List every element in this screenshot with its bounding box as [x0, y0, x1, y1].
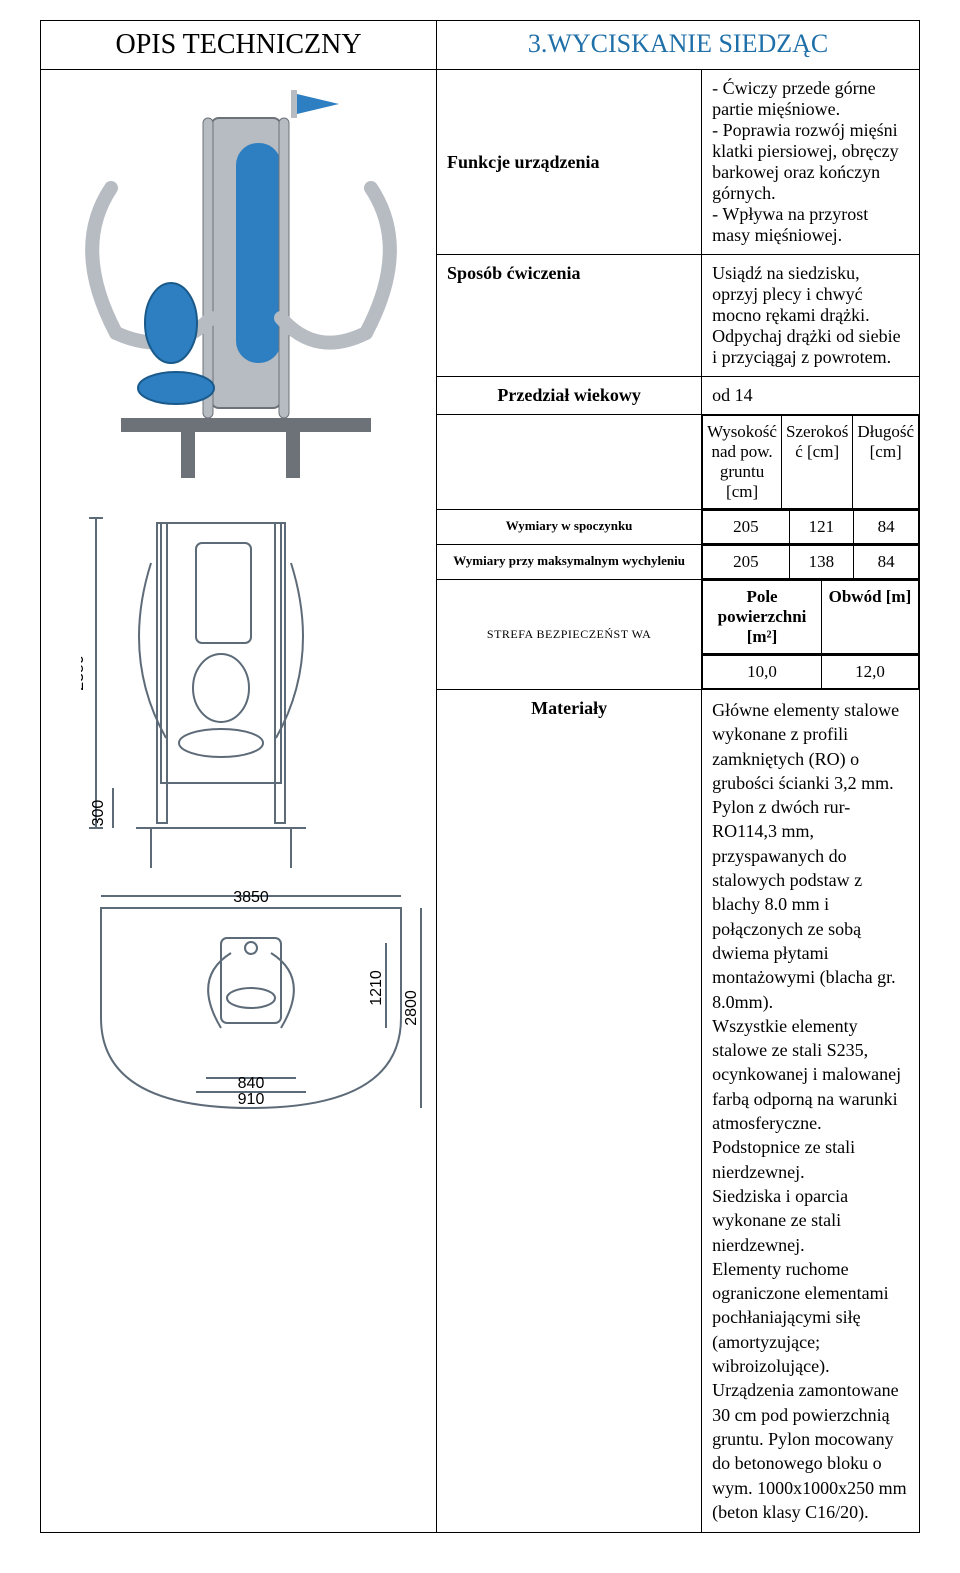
render-3d — [61, 88, 431, 488]
page: OPIS TECHNICZNY 3.WYCISKANIE SIEDZĄC — [0, 0, 960, 1573]
dim-h-label: Wysokość nad pow. gruntu [cm] — [703, 416, 782, 509]
dim-d-label: Długość [cm] — [853, 416, 919, 509]
label-materialy: Materiały — [437, 690, 702, 1533]
dims-row2-table: 205 138 84 — [702, 545, 919, 579]
pole-label: Pole powierzchni [m²] — [703, 581, 822, 654]
spec-table: OPIS TECHNICZNY 3.WYCISKANIE SIEDZĄC — [40, 20, 920, 1533]
pole-val: 10,0 — [703, 656, 822, 689]
r2-h: 205 — [703, 546, 789, 579]
text-sposob: Usiądź na siedzisku, oprzyj plecy i chwy… — [702, 255, 920, 377]
strefa-values-table: 10,0 12,0 — [702, 655, 919, 689]
illustration-column: 2350 300 — [41, 70, 437, 1533]
dim-w-label: Szerokoś ć [cm] — [782, 416, 853, 509]
text-funkcje: - Ćwiczy przede górne partie mięśniowe. … — [702, 70, 920, 255]
strefa-header-cell: Pole powierzchni [m²] Obwód [m] — [702, 580, 920, 655]
strefa-values-cell: 10,0 12,0 — [702, 655, 920, 690]
dim-910: 910 — [238, 1091, 265, 1108]
obwod-val: 12,0 — [821, 656, 918, 689]
text-materialy: Główne elementy stalowe wykonane z profi… — [702, 690, 920, 1533]
dims-row2-cell: 205 138 84 — [702, 545, 920, 580]
illustration-area: 2350 300 — [51, 78, 426, 1138]
dim-300: 300 — [90, 800, 107, 827]
r2-w: 138 — [789, 546, 854, 579]
header-left: OPIS TECHNICZNY — [41, 21, 437, 70]
dims-header-empty — [437, 415, 702, 510]
dim-2350: 2350 — [81, 655, 87, 691]
label-przedzial: Przedział wiekowy — [437, 377, 702, 415]
schematic-plan: 3850 840 910 1210 2800 — [81, 888, 441, 1138]
dim-2800: 2800 — [403, 990, 420, 1026]
dim-1210: 1210 — [368, 970, 385, 1006]
header-right: 3.WYCISKANIE SIEDZĄC — [437, 21, 920, 70]
header-row: OPIS TECHNICZNY 3.WYCISKANIE SIEDZĄC — [41, 21, 920, 70]
strefa-header-table: Pole powierzchni [m²] Obwód [m] — [702, 580, 919, 654]
label-strefa: STREFA BEZPIECZEŃST WA — [437, 580, 702, 690]
label-funkcje: Funkcje urządzenia — [437, 70, 702, 255]
label-wym-spoczynku: Wymiary w spoczynku — [437, 510, 702, 545]
label-sposob: Sposób ćwiczenia — [437, 255, 702, 377]
r1-h: 205 — [703, 511, 789, 544]
schematic-front: 2350 300 — [81, 508, 331, 888]
dims-row1-table: 205 121 84 — [702, 510, 919, 544]
dims-row1-cell: 205 121 84 — [702, 510, 920, 545]
r2-d: 84 — [854, 546, 919, 579]
r1-w: 121 — [789, 511, 854, 544]
dim-840: 840 — [238, 1075, 265, 1092]
obwod-label: Obwód [m] — [821, 581, 918, 654]
r1-d: 84 — [854, 511, 919, 544]
value-przedzial: od 14 — [702, 377, 920, 415]
dim-3850: 3850 — [233, 889, 269, 906]
row-funkcje: 2350 300 — [41, 70, 920, 255]
dims-header-table: Wysokość nad pow. gruntu [cm] Szerokoś ć… — [702, 415, 919, 509]
dims-header-cell: Wysokość nad pow. gruntu [cm] Szerokoś ć… — [702, 415, 920, 510]
label-wym-max: Wymiary przy maksymalnym wychyleniu — [437, 545, 702, 580]
